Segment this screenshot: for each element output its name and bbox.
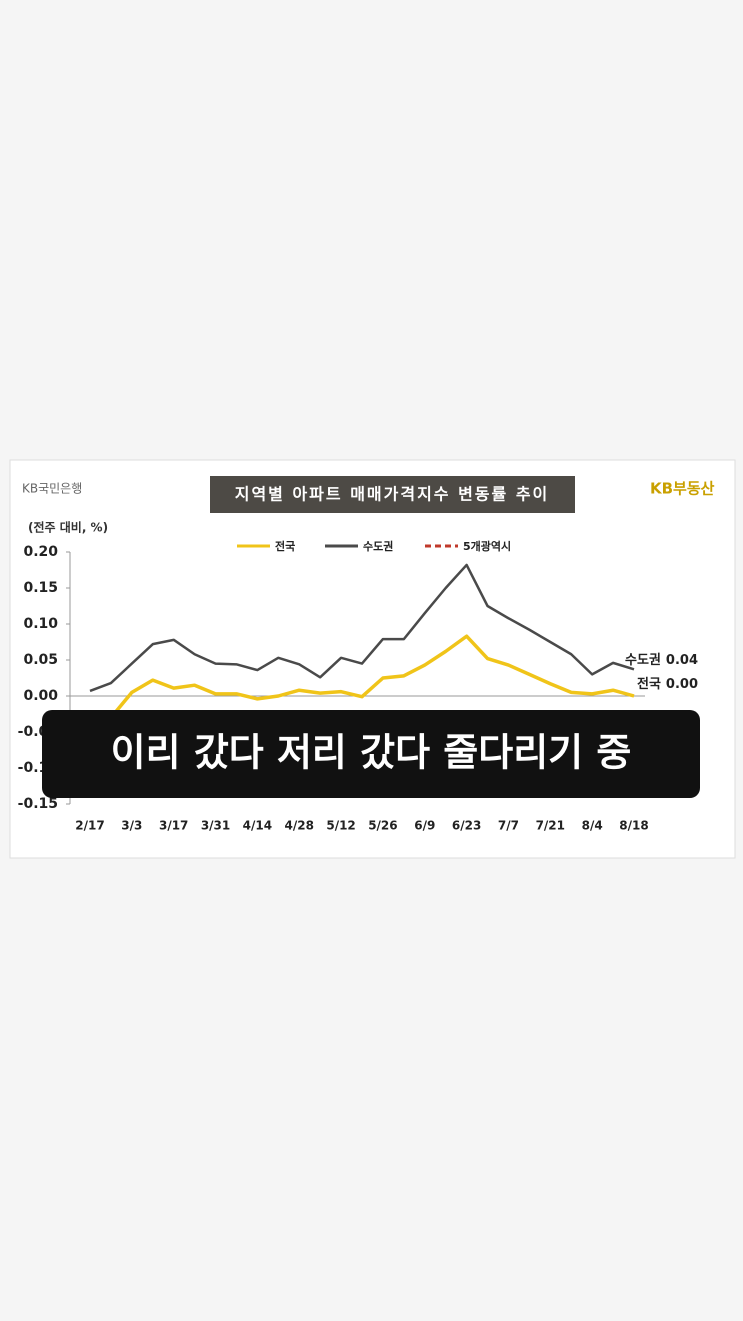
- x-tick-label: 6/23: [452, 819, 481, 833]
- y-tick-label: 0.00: [23, 688, 58, 704]
- x-tick-label: 4/28: [285, 819, 314, 833]
- x-tick-label: 6/9: [414, 819, 435, 833]
- legend-label: 5개광역시: [463, 539, 511, 553]
- end-label-name: 수도권: [625, 653, 661, 668]
- y-tick-label: 0.15: [23, 580, 58, 596]
- x-tick-label: 8/18: [619, 819, 648, 833]
- x-tick-label: 2/17: [75, 819, 104, 833]
- end-label-name: 전국: [637, 676, 661, 692]
- y-tick-label: 0.10: [23, 616, 58, 632]
- x-tick-label: 3/31: [201, 819, 230, 833]
- bank-logo: KB국민은행: [22, 481, 82, 496]
- end-label: 전국 0.00: [637, 676, 698, 692]
- end-label: 수도권 0.04: [625, 653, 698, 668]
- legend-label: 수도권: [363, 540, 393, 553]
- chart-title: 지역별 아파트 매매가격지수 변동률 추이: [235, 485, 550, 504]
- x-tick-label: 5/26: [368, 819, 397, 833]
- x-tick-label: 7/21: [536, 819, 565, 833]
- series-line: [89, 563, 635, 693]
- caption-box: [42, 710, 700, 798]
- y-tick-label: -0.15: [18, 796, 58, 812]
- title-box: [210, 476, 575, 513]
- brand-logo: KB부동산: [650, 480, 715, 498]
- x-tick-label: 4/14: [243, 819, 272, 833]
- x-tick-label: 3/17: [159, 819, 188, 833]
- y-axis-label: (전주 대비, %): [28, 520, 108, 535]
- y-tick-label: 0.20: [23, 544, 58, 560]
- y-tick-label: 0.05: [23, 652, 58, 668]
- x-tick-label: 8/4: [582, 819, 603, 833]
- x-tick-label: 7/7: [498, 819, 519, 833]
- end-label-value: 0.00: [666, 677, 698, 692]
- x-tick-label: 5/12: [326, 819, 355, 833]
- series-line: [88, 634, 635, 741]
- legend-label: 전국: [275, 539, 295, 553]
- caption: 이리 갔다 저리 갔다 줄다리기 중: [111, 731, 632, 775]
- x-tick-label: 3/3: [121, 819, 142, 833]
- end-label-value: 0.04: [666, 653, 698, 668]
